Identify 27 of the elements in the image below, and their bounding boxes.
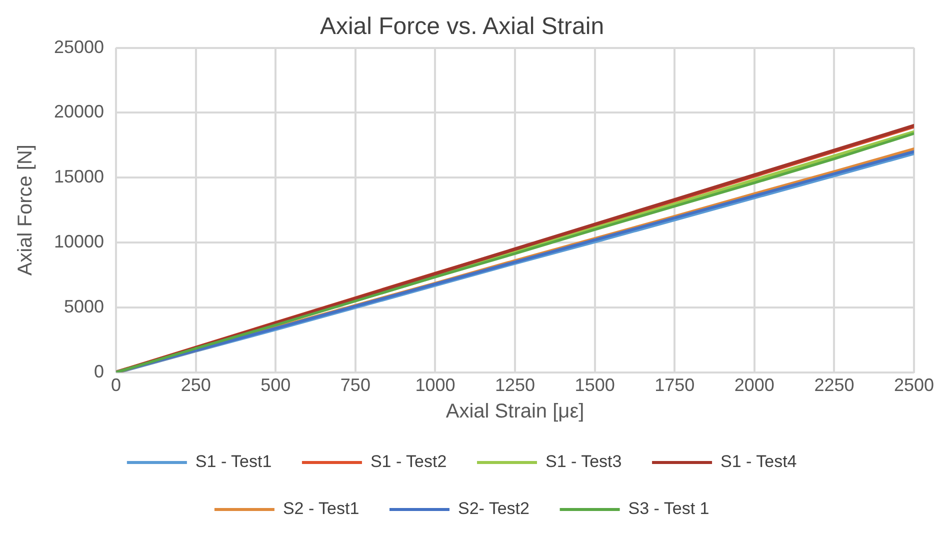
y-tick-label: 15000 <box>54 166 104 187</box>
y-tick-label: 10000 <box>54 232 104 252</box>
legend-label: S3 - Test 1 <box>628 499 710 518</box>
legend-label: S1 - Test2 <box>370 452 447 472</box>
y-axis-title: Axial Force [N] <box>14 144 37 276</box>
legend-label: S1 - Test4 <box>720 452 797 472</box>
x-tick-label: 750 <box>340 375 370 396</box>
x-tick-label: 2500 <box>894 375 934 396</box>
x-tick-label: 1500 <box>574 375 615 396</box>
x-tick-label: 500 <box>260 375 291 396</box>
legend-label: S1 - Test1 <box>195 452 272 472</box>
legend-label: S2 - Test1 <box>282 499 360 518</box>
x-axis-title: Axial Strain [με] <box>446 400 584 423</box>
y-tick-label: 25000 <box>54 36 104 57</box>
x-tick-label: 1000 <box>415 375 456 396</box>
x-tick-label: 2250 <box>814 375 854 396</box>
chart-title: Axial Force vs. Axial Strain <box>320 13 604 40</box>
x-tick-label: 0 <box>111 375 122 396</box>
y-tick-label: 0 <box>94 361 104 382</box>
x-tick-label: 1750 <box>654 375 695 396</box>
y-tick-label: 20000 <box>54 102 104 122</box>
legend-label: S2- Test2 <box>458 499 530 518</box>
legend-label: S1 - Test3 <box>546 452 622 472</box>
x-tick-label: 2000 <box>734 375 774 396</box>
x-tick-label: 250 <box>180 375 211 396</box>
x-tick-label: 1250 <box>495 375 536 396</box>
y-tick-label: 5000 <box>64 296 104 316</box>
